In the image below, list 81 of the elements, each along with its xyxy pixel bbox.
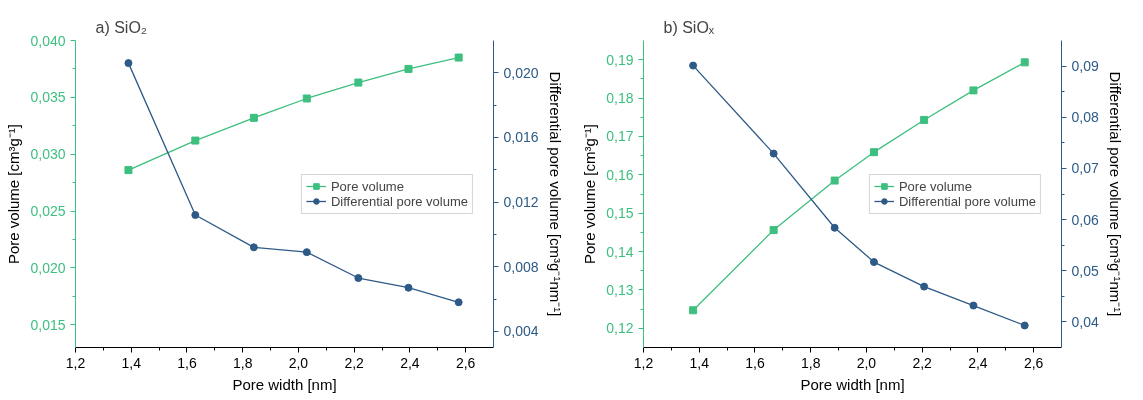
point bbox=[404, 283, 413, 292]
point bbox=[191, 136, 200, 145]
x-tick-label: 1,2 bbox=[65, 354, 86, 371]
legend-label: Pore volume bbox=[898, 178, 972, 194]
point bbox=[869, 258, 878, 267]
y-tick-label: 0,17 bbox=[606, 128, 634, 145]
chart-title: a) SiO₂ bbox=[95, 18, 148, 36]
point bbox=[249, 243, 258, 252]
legend-label: Pore volume bbox=[330, 178, 404, 194]
point bbox=[769, 226, 778, 235]
y-tick-label: 0,015 bbox=[30, 316, 66, 333]
y-tick-label: 0,035 bbox=[30, 89, 66, 106]
x-tick-label: 2,0 bbox=[856, 354, 877, 371]
y-tick-label: 0,13 bbox=[606, 281, 634, 298]
y2-tick-label: 0,012 bbox=[503, 194, 539, 211]
point bbox=[354, 78, 363, 87]
point bbox=[1020, 321, 1029, 330]
point bbox=[124, 166, 133, 175]
y2-tick-label: 0,016 bbox=[503, 129, 539, 146]
point bbox=[302, 248, 311, 257]
y2-tick-label: 0,07 bbox=[1071, 160, 1099, 177]
point bbox=[454, 298, 463, 307]
point bbox=[830, 176, 839, 185]
y2-axis-title: Differential pore volume [cm³g⁻¹nm⁻¹] bbox=[1106, 71, 1124, 317]
point bbox=[249, 113, 258, 122]
y2-tick-label: 0,06 bbox=[1071, 211, 1099, 228]
point bbox=[454, 53, 463, 62]
y-axis-title: Pore volume [cm³g⁻¹] bbox=[5, 123, 23, 265]
point bbox=[1020, 58, 1029, 67]
x-tick-label: 1,8 bbox=[232, 354, 253, 371]
y2-tick-label: 0,08 bbox=[1071, 109, 1099, 126]
x-tick-label: 1,6 bbox=[745, 354, 765, 371]
point bbox=[354, 274, 363, 283]
chart-title: b) SiOₓ bbox=[663, 18, 715, 36]
y2-axis-title: Differential pore volume [cm³g⁻¹nm⁻¹] bbox=[546, 71, 564, 317]
x-tick-label: 1,4 bbox=[121, 354, 142, 371]
y2-tick-label: 0,05 bbox=[1071, 262, 1099, 279]
y-tick-label: 0,14 bbox=[606, 243, 634, 260]
x-axis-title: Pore width [nm] bbox=[232, 375, 337, 393]
point bbox=[404, 64, 413, 73]
y-axis-title: Pore volume [cm³g⁻¹] bbox=[581, 123, 599, 265]
point bbox=[124, 59, 133, 68]
point bbox=[969, 86, 978, 95]
point bbox=[920, 115, 929, 124]
point bbox=[689, 306, 698, 315]
point bbox=[769, 149, 778, 158]
y2-tick-label: 0,004 bbox=[503, 323, 539, 340]
y-tick-label: 0,18 bbox=[606, 90, 634, 107]
point bbox=[302, 94, 311, 103]
x-axis-title: Pore width [nm] bbox=[800, 375, 905, 393]
y2-tick-label: 0,09 bbox=[1071, 58, 1099, 75]
legend-label: Differential pore volume bbox=[898, 193, 1036, 209]
point bbox=[969, 301, 978, 310]
x-tick-label: 2,6 bbox=[1023, 354, 1044, 371]
y2-tick-label: 0,020 bbox=[503, 64, 539, 81]
x-tick-label: 2,2 bbox=[344, 354, 365, 371]
y-tick-label: 0,020 bbox=[30, 259, 66, 276]
point bbox=[830, 223, 839, 232]
y-tick-label: 0,19 bbox=[606, 51, 634, 68]
x-tick-label: 1,8 bbox=[800, 354, 821, 371]
y2-tick-label: 0,04 bbox=[1071, 313, 1099, 330]
point bbox=[920, 282, 929, 291]
y-tick-label: 0,025 bbox=[30, 203, 66, 220]
x-tick-label: 2,4 bbox=[400, 354, 420, 371]
y-tick-label: 0,040 bbox=[30, 32, 66, 49]
y-tick-label: 0,16 bbox=[606, 166, 634, 183]
y-tick-label: 0,12 bbox=[606, 320, 634, 337]
x-tick-label: 1,2 bbox=[633, 354, 654, 371]
x-tick-label: 2,6 bbox=[455, 354, 476, 371]
y-tick-label: 0,030 bbox=[30, 146, 66, 163]
point bbox=[191, 211, 200, 219]
x-tick-label: 2,2 bbox=[912, 354, 933, 371]
x-tick-label: 2,4 bbox=[968, 354, 988, 371]
point bbox=[689, 61, 698, 70]
point bbox=[869, 148, 878, 157]
y2-tick-label: 0,008 bbox=[503, 258, 539, 275]
x-tick-label: 1,6 bbox=[177, 354, 197, 371]
y-tick-label: 0,15 bbox=[606, 205, 634, 222]
legend-label: Differential pore volume bbox=[330, 193, 468, 209]
x-tick-label: 1,4 bbox=[689, 354, 710, 371]
x-tick-label: 2,0 bbox=[288, 354, 309, 371]
